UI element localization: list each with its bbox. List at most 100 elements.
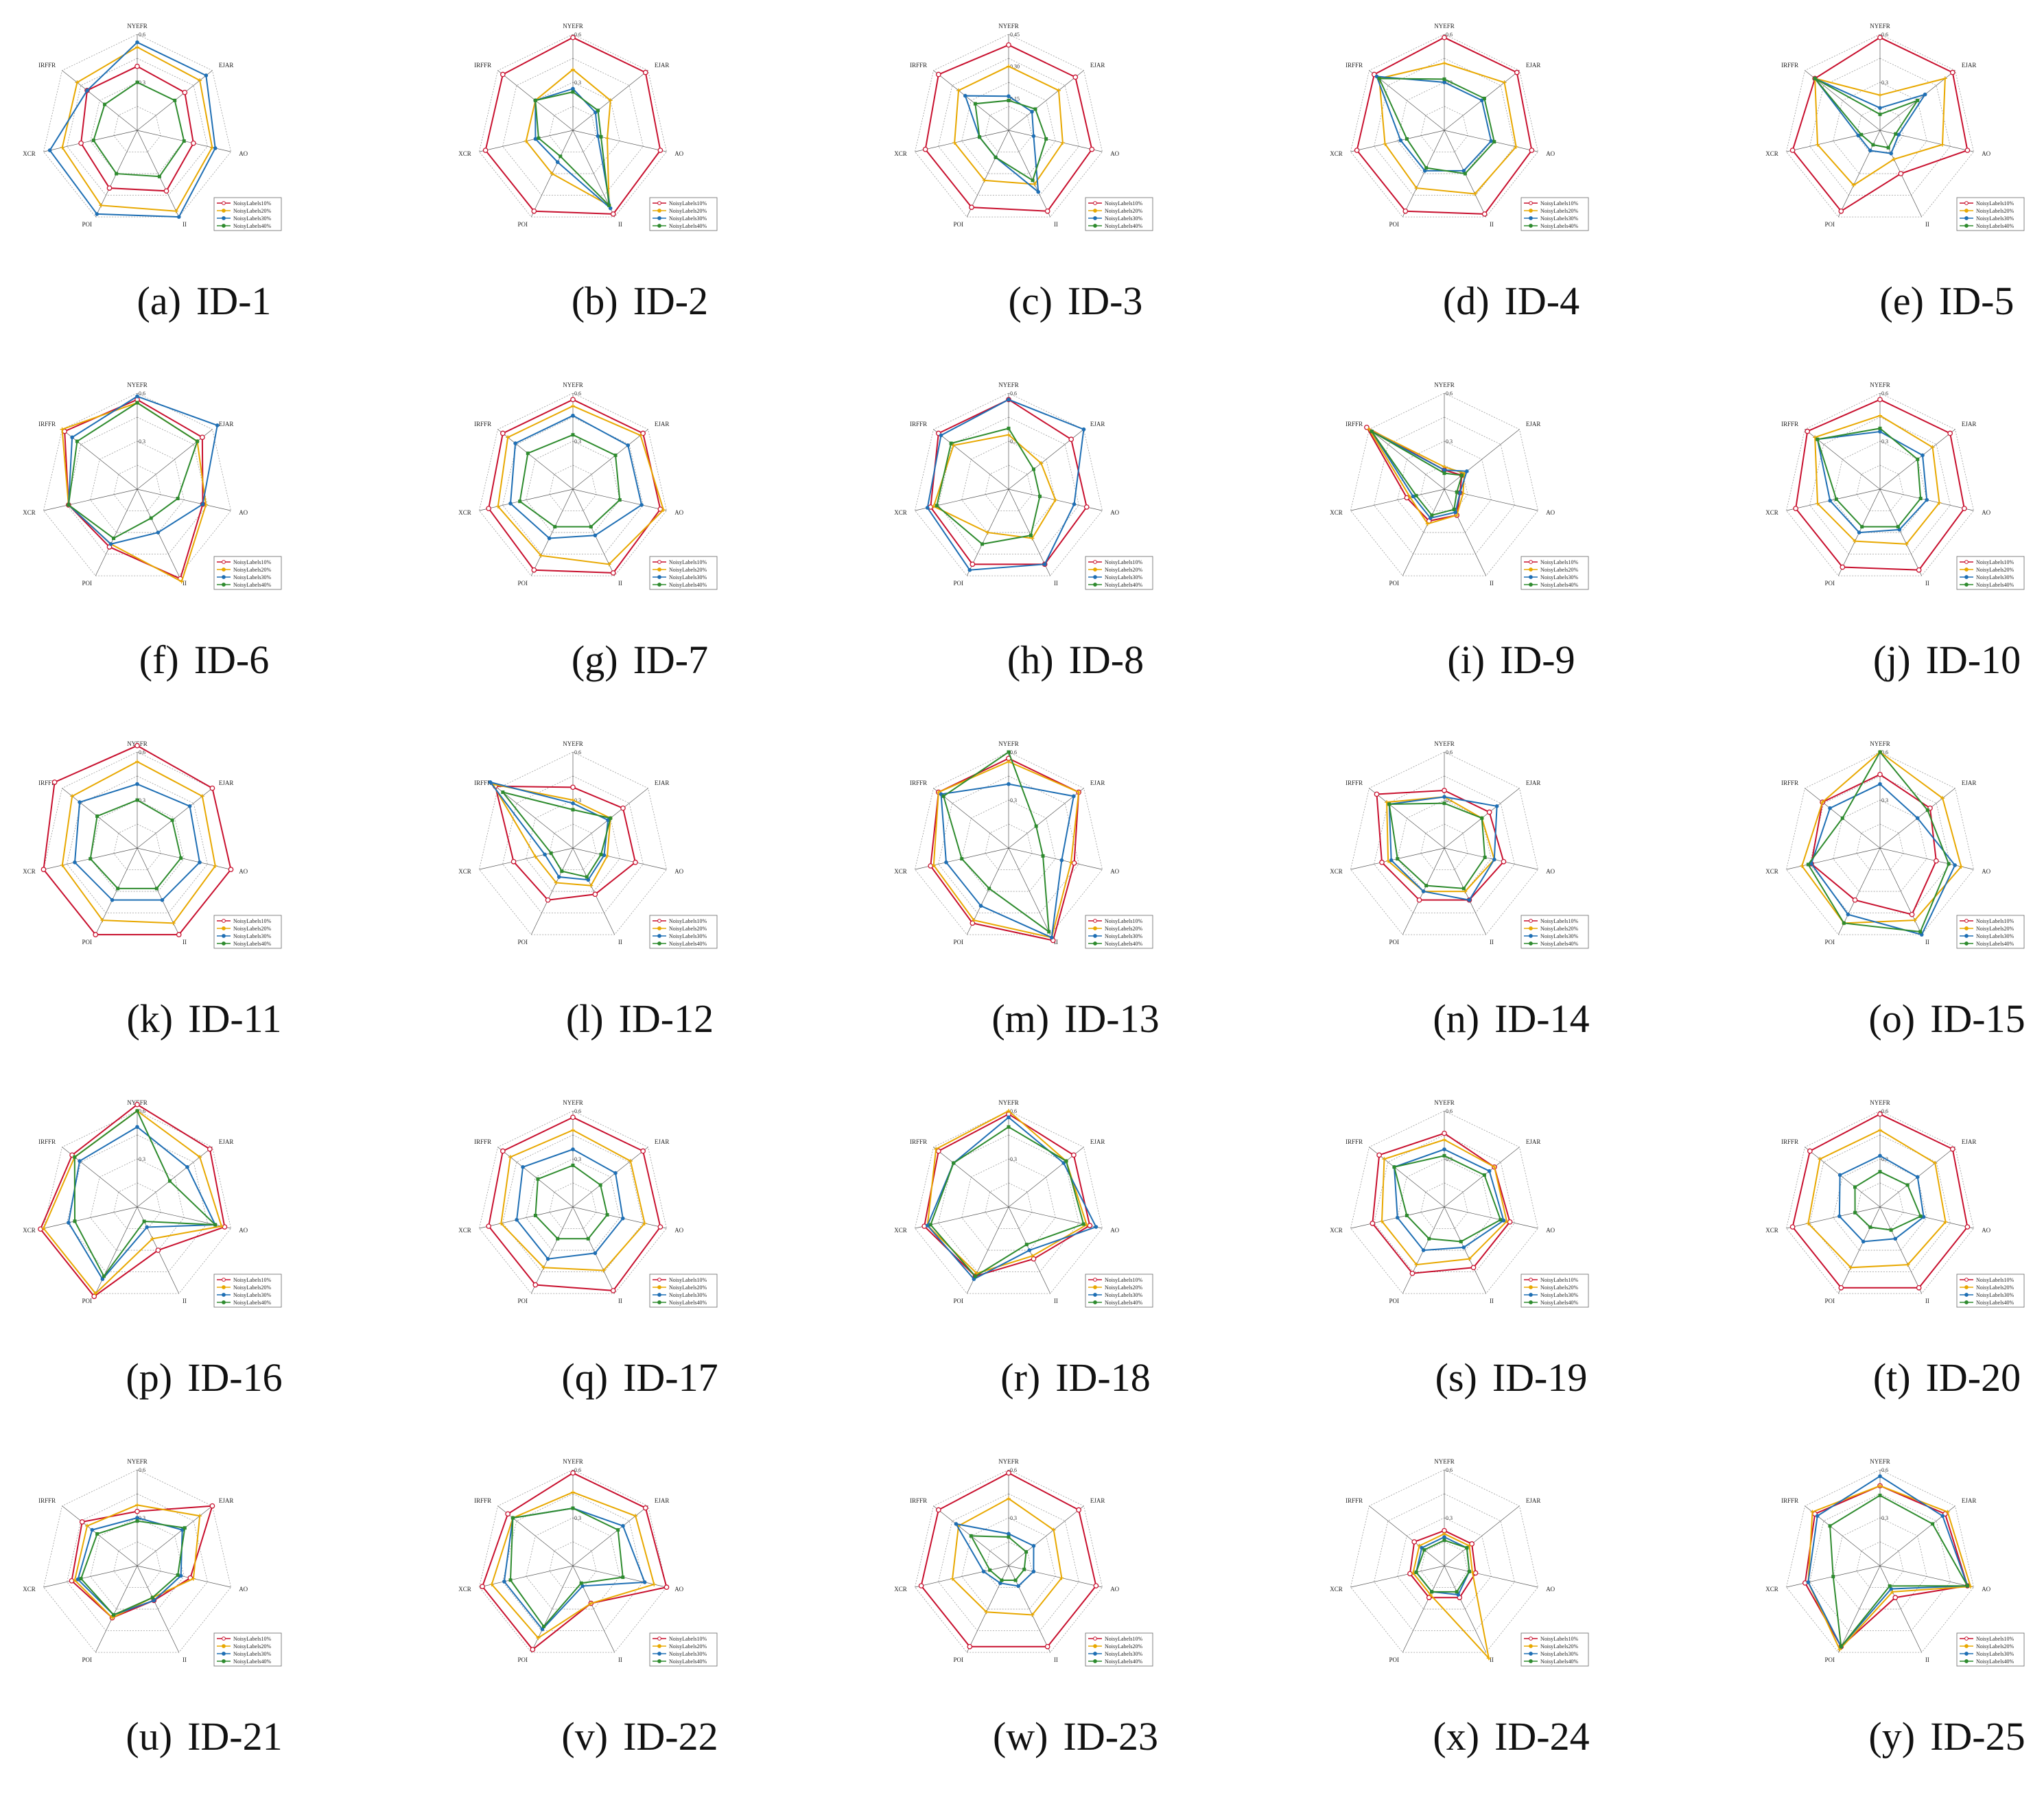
- axis-label: IRFFR: [474, 1138, 491, 1145]
- axis-label: POI: [1825, 1656, 1835, 1663]
- legend: NoisyLabels10%NoisyLabels20%NoisyLabels3…: [1520, 197, 1589, 231]
- tick-label: 0.3: [139, 438, 145, 445]
- panel-id: ID-7: [633, 637, 709, 682]
- data-point: [1081, 1222, 1085, 1226]
- data-point: [1007, 1115, 1011, 1120]
- tick-label: 0.3: [574, 1156, 581, 1162]
- series-line: [942, 751, 1050, 934]
- panel-caption: (n) ID-14: [1307, 996, 1715, 1042]
- data-point: [1878, 93, 1882, 97]
- panel-label: (h): [1007, 637, 1054, 682]
- grid-ring: [43, 392, 231, 576]
- axis-spoke: [43, 130, 138, 152]
- legend: NoisyLabels10%NoisyLabels20%NoisyLabels3…: [1520, 1274, 1589, 1308]
- data-point: [984, 1610, 989, 1615]
- legend-label: NoisyLabels30%: [233, 215, 271, 222]
- axis-spoke: [137, 489, 231, 511]
- legend-label: NoisyLabels20%: [1105, 208, 1142, 214]
- axis-label: II: [1054, 939, 1058, 946]
- data-point: [599, 852, 603, 856]
- tick-label: 0.3: [1881, 797, 1888, 804]
- axis-label: XCR: [458, 868, 471, 875]
- data-point: [560, 869, 564, 873]
- data-point: [1828, 498, 1833, 503]
- data-point: [1084, 1222, 1089, 1227]
- axis-label: EJAR: [219, 1497, 234, 1504]
- data-point: [1389, 858, 1394, 863]
- legend-marker: [1529, 567, 1533, 572]
- data-point: [1492, 140, 1496, 144]
- data-point: [1064, 1159, 1068, 1163]
- data-point: [1856, 133, 1860, 138]
- series-line: [43, 1110, 223, 1295]
- data-point: [41, 1226, 46, 1231]
- tick-label: 0.3: [139, 1156, 145, 1162]
- radar-panel: NYEFR EJAR AO II POI XCR IRFFR 0.3 0.6 NoisyLabel…: [0, 1449, 408, 1806]
- grid-ring: [1786, 392, 1974, 576]
- axis-label: EJAR: [655, 62, 670, 69]
- legend: NoisyLabels10%NoisyLabels20%NoisyLabels3…: [649, 1274, 718, 1308]
- data-point: [60, 427, 64, 432]
- legend: NoisyLabels10%NoisyLabels20%NoisyLabels3…: [1956, 915, 2025, 949]
- grid-ring: [43, 1469, 231, 1653]
- data-point: [978, 904, 983, 908]
- axis-label: II: [1054, 1298, 1058, 1304]
- data-point: [145, 1225, 149, 1230]
- axis-spoke: [1008, 1147, 1084, 1208]
- axis-label: NYEFR: [1870, 1458, 1890, 1465]
- legend: NoisyLabels10%NoisyLabels20%NoisyLabels3…: [213, 1632, 282, 1667]
- data-point: [1072, 502, 1077, 506]
- tick-label: 0.3: [574, 1515, 581, 1521]
- data-point: [1912, 918, 1917, 923]
- data-point: [150, 1236, 155, 1241]
- data-point: [1007, 760, 1011, 764]
- series-line: [1376, 789, 1505, 901]
- data-point: [1442, 61, 1446, 65]
- data-point: [486, 506, 492, 511]
- data-point: [939, 433, 943, 438]
- legend-label: NoisyLabels40%: [233, 1658, 271, 1665]
- legend-label: NoisyLabels40%: [1105, 1658, 1142, 1665]
- axis-label: POI: [82, 580, 93, 587]
- data-point: [1942, 76, 1947, 81]
- panel-caption: (g) ID-7: [436, 637, 844, 683]
- series-line: [926, 399, 1085, 571]
- legend-label: NoisyLabels20%: [669, 926, 707, 932]
- axis-label: XCR: [1765, 150, 1778, 157]
- series-line: [930, 1126, 1085, 1278]
- data-point: [1405, 1213, 1409, 1217]
- legend-label: NoisyLabels10%: [1976, 1636, 2014, 1642]
- tick-label: 0.6: [574, 390, 581, 397]
- data-point: [1414, 1570, 1418, 1574]
- series-line: [1801, 751, 1962, 924]
- legend-label: NoisyLabels40%: [233, 223, 271, 229]
- data-point: [526, 452, 530, 456]
- data-point: [1897, 528, 1902, 532]
- radar-panel: NYEFR EJAR AO II POI XCR IRFFR 0.3 0.6 NoisyLabel…: [0, 373, 408, 729]
- series-line: [924, 1113, 1091, 1278]
- panel-caption: (d) ID-4: [1307, 278, 1715, 324]
- data-point: [135, 80, 139, 84]
- legend-marker: [1964, 567, 1969, 572]
- axis-spoke: [1350, 130, 1445, 152]
- data-point: [191, 1576, 196, 1581]
- legend-label: NoisyLabels20%: [1976, 1643, 2014, 1650]
- data-point: [157, 174, 161, 178]
- legend-marker: [1529, 583, 1533, 587]
- radar-chart: NYEFREJARAOIIPOIXCRIRFFR0.30.6NoisyLabel…: [458, 1099, 718, 1308]
- data-point: [95, 1532, 99, 1536]
- radar-chart: NYEFREJARAOIIPOIXCRIRFFR0.30.6NoisyLabel…: [23, 1099, 282, 1308]
- data-point: [1374, 791, 1380, 797]
- data-point: [1461, 887, 1466, 891]
- tick-label: 0.3: [1010, 797, 1017, 804]
- data-point: [661, 508, 666, 513]
- panel-id: ID-4: [1504, 279, 1580, 323]
- data-point: [951, 443, 956, 447]
- axis-spoke: [1786, 1206, 1881, 1229]
- axis-label: POI: [518, 1656, 528, 1663]
- axis-spoke: [1879, 489, 1923, 576]
- data-point: [1868, 148, 1872, 153]
- grid-ring: [1856, 1541, 1904, 1588]
- tick-label: 0.6: [1446, 32, 1453, 38]
- data-point: [1457, 491, 1462, 495]
